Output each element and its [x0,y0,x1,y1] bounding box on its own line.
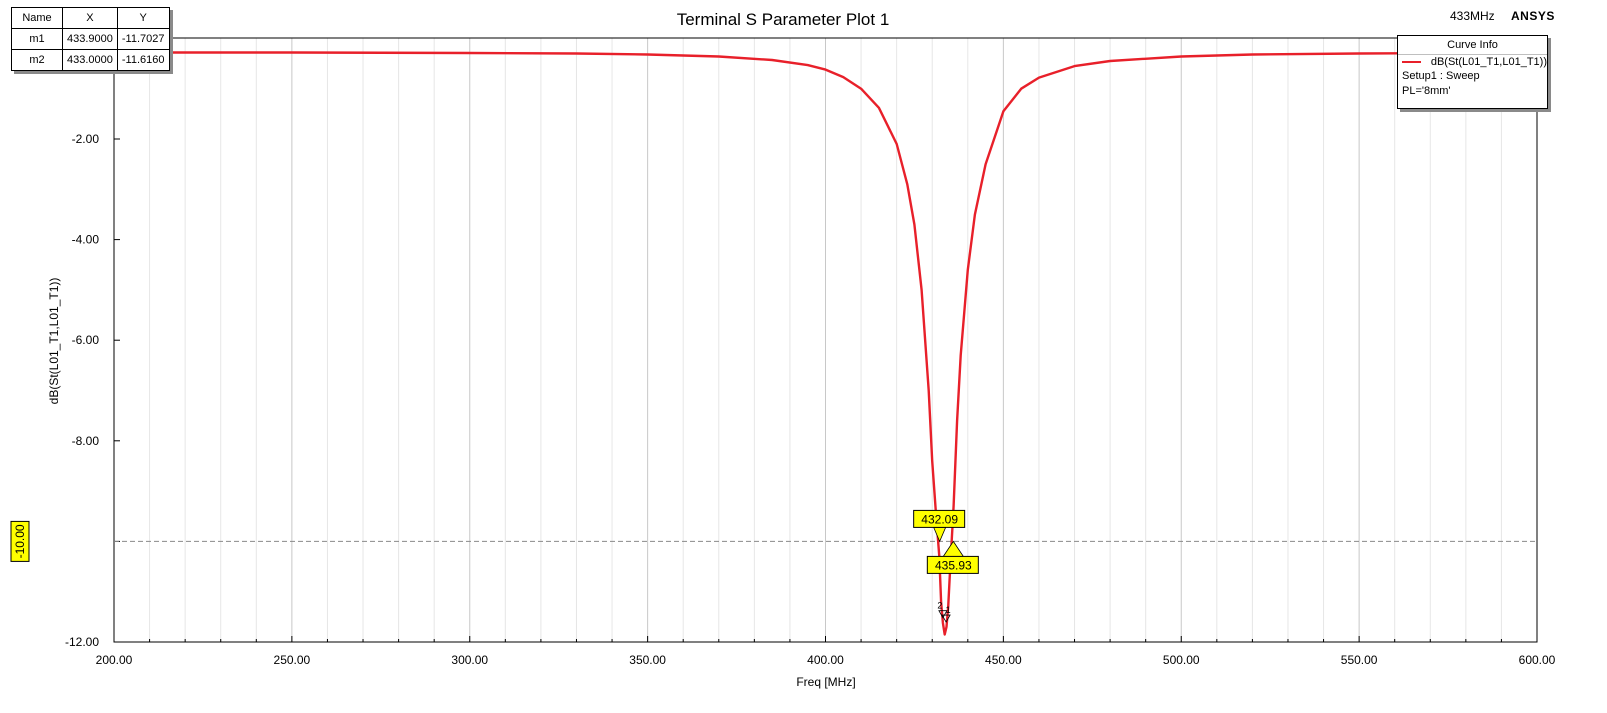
marker-name: m2 [11,49,63,71]
column-header: X [62,7,118,29]
series-line [114,51,1537,636]
legend-entry[interactable]: dB(St(L01_T1,L01_T1)) [1398,55,1547,69]
marker-table-header: Name X Y [11,7,170,29]
x-tick-label: 550.00 [1341,653,1378,667]
ansys-logo: ANSYS [1511,9,1555,23]
x-axis-label: Freq [MHz] [796,675,855,689]
marker-name: m1 [11,28,63,50]
table-row[interactable]: m1 433.9000 -11.7027 [11,28,170,50]
annotations: 432.09 435.93 12 [913,509,979,623]
annotation-box [913,509,966,528]
legend-param: PL='8mm' [1402,85,1451,97]
marker-table[interactable]: Name X Y m1 433.9000 -11.7027 m2 433.000… [11,7,170,71]
y-axis: -2.00 -4.00 -6.00 -8.00 -12.00 [65,132,120,649]
marker-y: -11.7027 [116,28,170,50]
marker-symbol [941,614,951,623]
annotation-label: 435.93 [935,558,972,572]
curve-info-legend[interactable]: Curve Info dB(St(L01_T1,L01_T1)) Setup1 … [1397,35,1548,109]
reference-label-text: -10.00 [13,524,27,558]
y-tick-label: -12.00 [65,635,99,649]
y-tick-label: -2.00 [72,132,100,146]
marker-x: 433.9000 [62,28,118,50]
x-tick-label: 300.00 [451,653,488,667]
x-tick-label: 500.00 [1163,653,1200,667]
marker-label: 1 [946,605,951,615]
column-header: Name [11,7,63,29]
marker-y: -11.6160 [116,49,170,71]
x-axis: 200.00 250.00 300.00 350.00 400.00 450.00 500.… [96,636,1556,667]
y-axis-label: dB(St(L01_T1,L01_T1)) [47,278,61,405]
annotation-pointer [933,527,947,543]
legend-trace-label: dB(St(L01_T1,L01_T1)) [1430,56,1547,68]
legend-swatch [1402,61,1421,63]
y-tick-label: -6.00 [72,333,100,347]
annotation-box [926,555,979,574]
x-tick-label: 250.00 [274,653,311,667]
x-tick-label: 400.00 [807,653,844,667]
series [114,51,1537,636]
marker-label: 2 [937,601,942,611]
reference-line: -10.00 [10,520,1537,562]
legend-setup: Setup1 : Sweep [1402,70,1480,82]
x-tick-label: 200.00 [96,653,133,667]
x-tick-label: 600.00 [1519,653,1556,667]
chart-title: Terminal S Parameter Plot 1 [677,10,890,29]
marker-x: 433.0000 [62,49,118,71]
legend-title: Curve Info [1398,36,1547,55]
table-row[interactable]: m2 433.0000 -11.6160 [11,49,170,71]
y-tick-label: -4.00 [72,233,100,247]
y-tick-label: -8.00 [72,434,100,448]
reference-label-box [10,520,30,562]
grid [149,38,1502,642]
marker-symbol [938,610,948,619]
frequency-label: 433MHz [1450,9,1495,23]
x-tick-label: 350.00 [629,653,666,667]
column-header: Y [116,7,170,29]
x-tick-label: 450.00 [985,653,1022,667]
annotation-label: 432.09 [921,512,958,526]
annotation-pointer [942,540,965,557]
